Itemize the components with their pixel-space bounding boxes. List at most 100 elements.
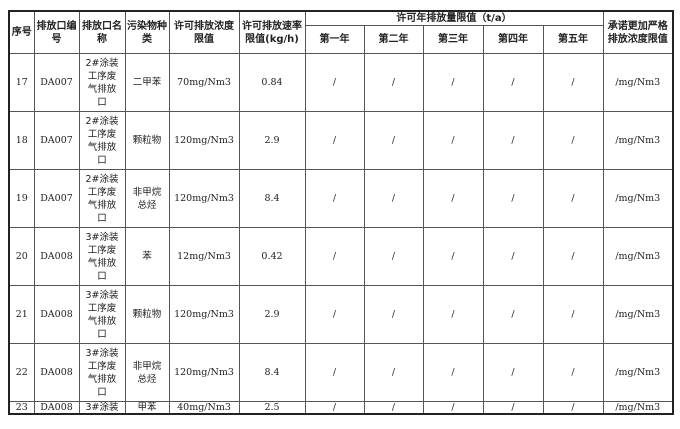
year-1-cell: / xyxy=(304,285,365,344)
header-year-5: 第五年 xyxy=(542,25,604,54)
outlet-id-cell: DA007 xyxy=(33,169,80,228)
year-1-cell: / xyxy=(304,169,365,228)
year-2-cell: / xyxy=(363,401,424,415)
year-4-cell: / xyxy=(482,53,544,112)
conc-limit-cell: 40mg/Nm3 xyxy=(168,401,240,415)
year-3-cell: / xyxy=(422,53,484,112)
pollutant-cell: 苯 xyxy=(124,227,170,286)
table-row: 21 DA008 3#涂装 工序废 气排放 口颗粒物 120mg/Nm3 2.9// / /… xyxy=(8,285,674,344)
year-5-cell: / xyxy=(542,343,604,402)
year-2-cell: / xyxy=(363,285,424,344)
conc-limit-cell: 120mg/Nm3 xyxy=(168,169,240,228)
outlet-name-cell: 3#涂装 工序废 气排放 口 xyxy=(78,227,126,286)
table-row: 23 DA008 3#涂装 甲苯 40mg/Nm3 2.5// / / //mg/Nm3 xyxy=(8,401,674,415)
year-2-cell: / xyxy=(363,53,424,112)
year-4-cell: / xyxy=(482,285,544,344)
header-conc-limit: 许可排放浓度限值 xyxy=(168,10,240,54)
rate-limit-cell: 8.4 xyxy=(238,343,306,402)
outlet-name-cell: 3#涂装 工序废 气排放 口 xyxy=(78,343,126,402)
year-4-cell: / xyxy=(482,169,544,228)
rate-limit-cell: 2.9 xyxy=(238,285,306,344)
conc-limit-cell: 70mg/Nm3 xyxy=(168,53,240,112)
outlet-id-cell: DA008 xyxy=(33,343,80,402)
year-3-cell: / xyxy=(422,111,484,170)
pollutant-cell: 非甲烷 总烃 xyxy=(124,343,170,402)
pollutant-cell: 颗粒物 xyxy=(124,285,170,344)
table-row: 18 DA007 2#涂装 工序废 气排放 口颗粒物 120mg/Nm3 2.9// / /… xyxy=(8,111,674,170)
year-1-cell: / xyxy=(304,343,365,402)
header-stricter-limit: 承诺更加严格排放浓度限值 xyxy=(602,10,674,54)
pollutant-cell: 甲苯 xyxy=(124,401,170,415)
year-1-cell: / xyxy=(304,111,365,170)
outlet-name-cell: 3#涂装 工序废 气排放 口 xyxy=(78,285,126,344)
outlet-id-cell: DA007 xyxy=(33,53,80,112)
year-1-cell: / xyxy=(304,53,365,112)
pollutant-cell: 非甲烷 总烃 xyxy=(124,169,170,228)
year-5-cell: / xyxy=(542,401,604,415)
table-row: 20 DA008 3#涂装 工序废 气排放 口苯 12mg/Nm3 0.42// / / / /… xyxy=(8,227,674,286)
header-outlet-id: 排放口编号 xyxy=(33,10,80,54)
year-3-cell: / xyxy=(422,169,484,228)
stricter-limit-cell: /mg/Nm3 xyxy=(602,401,674,415)
table-row: 22 DA008 3#涂装 工序废 气排放 口非甲烷 总烃 120mg/Nm3 8.4/… xyxy=(8,343,674,402)
seq-cell: 23 xyxy=(8,401,35,415)
stricter-limit-cell: /mg/Nm3 xyxy=(602,343,674,402)
stricter-limit-cell: /mg/Nm3 xyxy=(602,53,674,112)
stricter-limit-cell: /mg/Nm3 xyxy=(602,111,674,170)
year-5-cell: / xyxy=(542,285,604,344)
outlet-id-cell: DA008 xyxy=(33,227,80,286)
year-4-cell: / xyxy=(482,401,544,415)
year-5-cell: / xyxy=(542,227,604,286)
header-year-1: 第一年 xyxy=(304,25,365,54)
seq-cell: 22 xyxy=(8,343,35,402)
outlet-id-cell: DA008 xyxy=(33,285,80,344)
year-2-cell: / xyxy=(363,111,424,170)
rate-limit-cell: 2.5 xyxy=(238,401,306,415)
stricter-limit-cell: /mg/Nm3 xyxy=(602,285,674,344)
outlet-id-cell: DA008 xyxy=(33,401,80,415)
conc-limit-cell: 12mg/Nm3 xyxy=(168,227,240,286)
year-4-cell: / xyxy=(482,343,544,402)
outlet-name-cell: 2#涂装 工序废 气排放 口 xyxy=(78,53,126,112)
seq-cell: 18 xyxy=(8,111,35,170)
conc-limit-cell: 120mg/Nm3 xyxy=(168,111,240,170)
year-3-cell: / xyxy=(422,343,484,402)
seq-cell: 21 xyxy=(8,285,35,344)
rate-limit-cell: 2.9 xyxy=(238,111,306,170)
seq-cell: 17 xyxy=(8,53,35,112)
year-5-cell: / xyxy=(542,53,604,112)
stricter-limit-cell: /mg/Nm3 xyxy=(602,227,674,286)
header-outlet-name: 排放口名称 xyxy=(78,10,126,54)
year-4-cell: / xyxy=(482,227,544,286)
year-2-cell: / xyxy=(363,169,424,228)
year-2-cell: / xyxy=(363,227,424,286)
stricter-limit-cell: /mg/Nm3 xyxy=(602,169,674,228)
year-2-cell: / xyxy=(363,343,424,402)
outlet-name-cell: 2#涂装 工序废 气排放 口 xyxy=(78,111,126,170)
year-5-cell: / xyxy=(542,169,604,228)
emission-limits-table: 序号 排放口编号 排放口名称 污染物种类 许可排放浓度限值 许可排放速率限值(k… xyxy=(8,10,675,415)
year-5-cell: / xyxy=(542,111,604,170)
rate-limit-cell: 8.4 xyxy=(238,169,306,228)
pollutant-cell: 二甲苯 xyxy=(124,53,170,112)
header-year-2: 第二年 xyxy=(363,25,424,54)
outlet-id-cell: DA007 xyxy=(33,111,80,170)
header-seq: 序号 xyxy=(8,10,35,54)
year-3-cell: / xyxy=(422,285,484,344)
header-year-3: 第三年 xyxy=(422,25,484,54)
pollutant-cell: 颗粒物 xyxy=(124,111,170,170)
rate-limit-cell: 0.84 xyxy=(238,53,306,112)
header-rate-limit: 许可排放速率限值(kg/h) xyxy=(238,10,306,54)
conc-limit-cell: 120mg/Nm3 xyxy=(168,285,240,344)
year-3-cell: / xyxy=(422,227,484,286)
year-4-cell: / xyxy=(482,111,544,170)
rate-limit-cell: 0.42 xyxy=(238,227,306,286)
table-row: 17 DA007 2#涂装 工序废 气排放 口二甲苯 70mg/Nm3 0.84// / /… xyxy=(8,53,674,112)
year-1-cell: / xyxy=(304,401,365,415)
year-3-cell: / xyxy=(422,401,484,415)
seq-cell: 20 xyxy=(8,227,35,286)
header-year-4: 第四年 xyxy=(482,25,544,54)
header-pollutant: 污染物种类 xyxy=(124,10,170,54)
conc-limit-cell: 120mg/Nm3 xyxy=(168,343,240,402)
outlet-name-cell: 3#涂装 xyxy=(78,401,126,415)
